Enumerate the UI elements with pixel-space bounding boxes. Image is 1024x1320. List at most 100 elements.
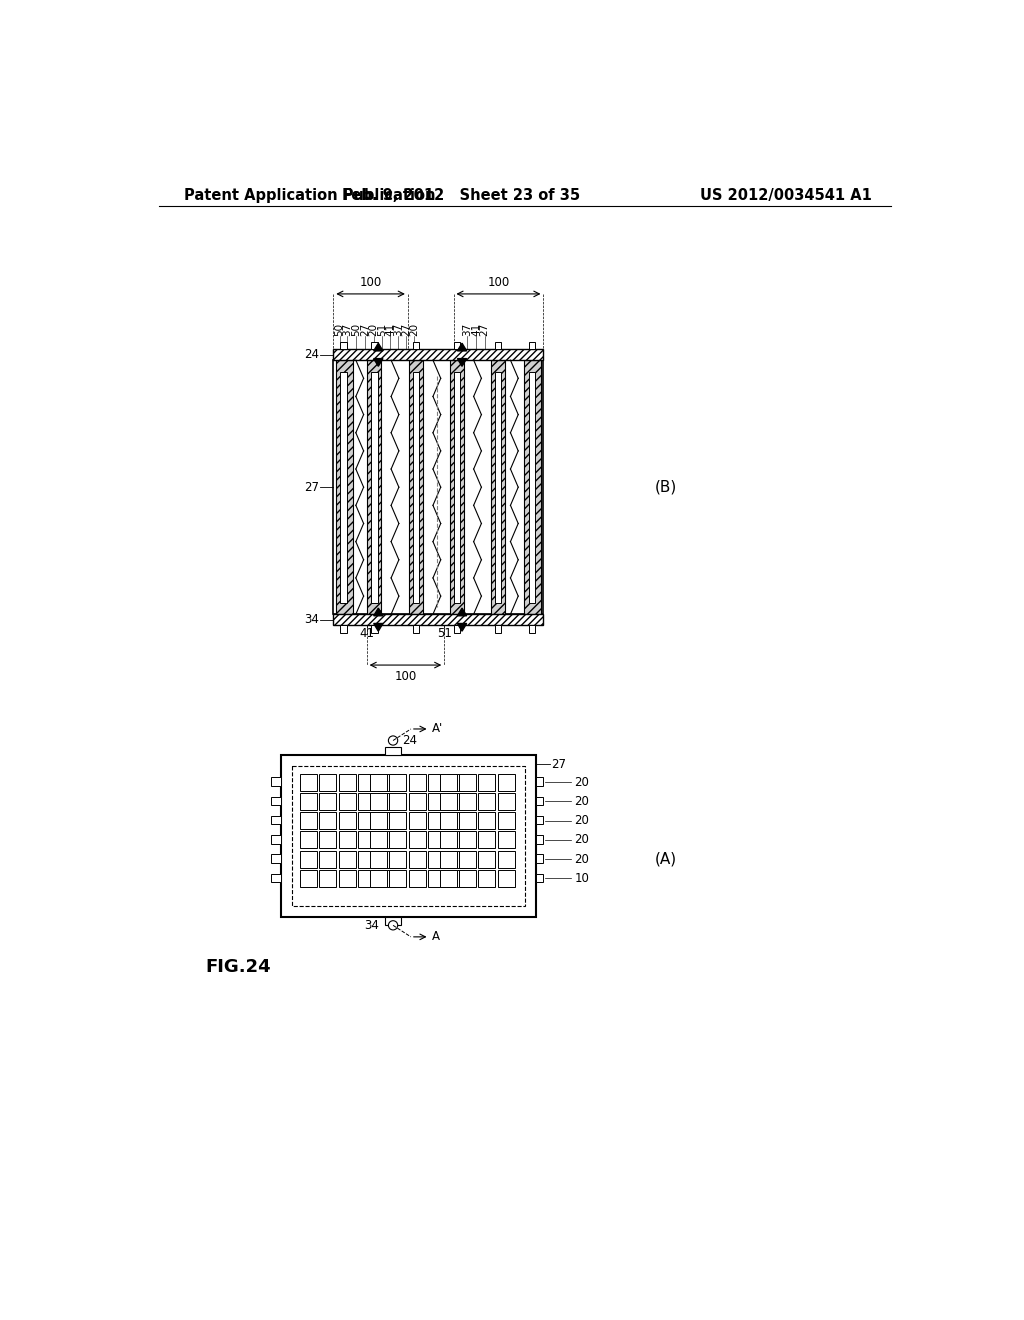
Bar (300, 870, 317, 887)
Bar (300, 812, 317, 829)
Text: Feb. 9, 2012   Sheet 23 of 35: Feb. 9, 2012 Sheet 23 of 35 (342, 187, 581, 203)
Bar (340, 626, 346, 632)
Bar (459, 870, 476, 887)
Text: Patent Application Publication: Patent Application Publication (183, 187, 435, 203)
Bar (378, 793, 394, 809)
Text: 27: 27 (551, 758, 566, 771)
Bar (389, 850, 407, 867)
Bar (385, 747, 400, 755)
Bar (459, 850, 476, 867)
Bar (389, 812, 407, 829)
Bar (378, 850, 394, 867)
Bar (455, 372, 461, 603)
Bar (498, 832, 515, 849)
Bar (300, 793, 317, 809)
Bar (455, 342, 461, 350)
Bar (358, 793, 375, 809)
Bar (319, 812, 337, 829)
Bar (439, 870, 457, 887)
Bar (340, 372, 346, 603)
Polygon shape (458, 609, 467, 615)
Text: 20: 20 (574, 795, 589, 808)
Bar (339, 812, 356, 829)
Polygon shape (374, 359, 383, 367)
Bar (428, 774, 445, 791)
Bar (409, 832, 426, 849)
Bar (334, 350, 544, 360)
Bar (495, 342, 501, 350)
Bar (409, 850, 426, 867)
Polygon shape (458, 359, 467, 367)
Text: 24: 24 (402, 734, 418, 747)
Text: (A): (A) (655, 851, 677, 867)
Text: US 2012/0034541 A1: US 2012/0034541 A1 (700, 187, 872, 203)
Bar (498, 793, 515, 809)
Text: 41: 41 (471, 322, 481, 335)
Polygon shape (374, 609, 383, 615)
Circle shape (388, 737, 397, 744)
Bar (270, 874, 282, 882)
Text: 27: 27 (479, 322, 489, 335)
Bar (524, 360, 541, 614)
Bar (339, 850, 356, 867)
Bar (389, 793, 407, 809)
Bar (451, 360, 464, 614)
Text: A: A (432, 931, 439, 944)
Bar (409, 812, 426, 829)
Bar (439, 774, 457, 791)
Bar (536, 854, 544, 863)
Bar (447, 774, 464, 791)
Bar (358, 870, 375, 887)
Bar (292, 766, 524, 906)
Bar (498, 812, 515, 829)
Bar (447, 832, 464, 849)
Bar (536, 777, 544, 785)
Bar (414, 342, 420, 350)
Polygon shape (458, 343, 467, 351)
Bar (409, 870, 426, 887)
Bar (385, 917, 400, 924)
Bar (336, 360, 352, 614)
Bar (319, 774, 337, 791)
Bar (372, 372, 378, 603)
Bar (478, 870, 496, 887)
Bar (378, 870, 394, 887)
Bar (528, 342, 535, 350)
Bar (459, 774, 476, 791)
Text: 27: 27 (360, 322, 370, 335)
Bar (300, 850, 317, 867)
Bar (439, 850, 457, 867)
Bar (389, 832, 407, 849)
Bar (340, 342, 346, 350)
Text: 51: 51 (377, 322, 387, 335)
Bar (459, 832, 476, 849)
Bar (536, 836, 544, 843)
Bar (498, 850, 515, 867)
Bar (334, 360, 544, 614)
Bar (334, 350, 544, 360)
Bar (389, 774, 407, 791)
Bar (428, 870, 445, 887)
Bar (498, 870, 515, 887)
Bar (455, 626, 461, 632)
Bar (319, 793, 337, 809)
Bar (372, 342, 378, 350)
Bar (358, 850, 375, 867)
Text: 100: 100 (487, 276, 510, 289)
Polygon shape (374, 623, 383, 631)
Bar (370, 774, 387, 791)
Bar (319, 832, 337, 849)
Text: 34: 34 (304, 612, 318, 626)
Bar (478, 774, 496, 791)
Bar (439, 832, 457, 849)
Text: 20: 20 (574, 776, 589, 788)
Bar (524, 360, 541, 614)
Bar (270, 816, 282, 825)
Text: (B): (B) (655, 479, 677, 495)
Text: 50: 50 (351, 322, 360, 335)
Bar (339, 774, 356, 791)
Bar (370, 850, 387, 867)
Text: 20: 20 (574, 833, 589, 846)
Bar (370, 793, 387, 809)
Text: FIG.24: FIG.24 (206, 958, 271, 975)
